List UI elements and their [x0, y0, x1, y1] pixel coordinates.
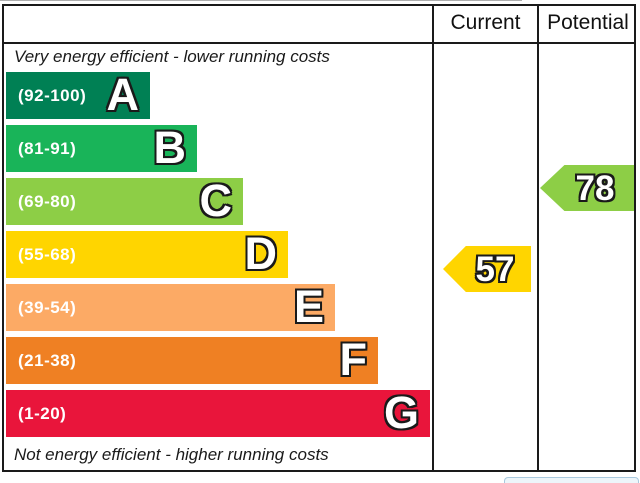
- column-divider-potential: [537, 4, 539, 472]
- column-divider-current: [432, 4, 434, 472]
- potential-rating-value: 78: [575, 168, 615, 208]
- band-letter: F: [339, 333, 368, 385]
- current-rating-value: 57: [475, 249, 515, 289]
- top-caption: Very energy efficient - lower running co…: [14, 47, 330, 66]
- band-letter: E: [293, 280, 324, 332]
- bottom-caption: Not energy efficient - higher running co…: [14, 445, 329, 464]
- band-row-g: (1-20) G: [6, 390, 430, 437]
- band-range-label: (55-68): [18, 244, 77, 264]
- band-range-label: (39-54): [18, 297, 77, 317]
- cropped-top-edge-artifact: [0, 0, 522, 1]
- band-letter: A: [106, 68, 140, 120]
- band-row-b: (81-91) B: [6, 125, 197, 172]
- cropped-bottom-box-artifact: [504, 477, 639, 483]
- band-letter: B: [153, 121, 187, 173]
- band-range-label: (92-100): [18, 85, 87, 105]
- band-range-label: (21-38): [18, 350, 77, 370]
- band-row-f: (21-38) F: [6, 337, 378, 384]
- band-row-e: (39-54) E: [6, 284, 335, 331]
- band-range-label: (81-91): [18, 138, 77, 158]
- header-divider: [2, 42, 636, 44]
- band-letter: D: [244, 227, 278, 279]
- band-row-c: (69-80) C: [6, 178, 243, 225]
- band-range-label: (69-80): [18, 191, 77, 211]
- band-row-d: (55-68) D: [6, 231, 288, 278]
- band-letter: G: [383, 386, 419, 438]
- current-column-header: Current: [450, 11, 521, 34]
- band-row-a: (92-100) A: [6, 72, 150, 119]
- band-letter: C: [199, 174, 233, 226]
- potential-column-header: Potential: [547, 11, 629, 34]
- band-range-label: (1-20): [18, 403, 67, 423]
